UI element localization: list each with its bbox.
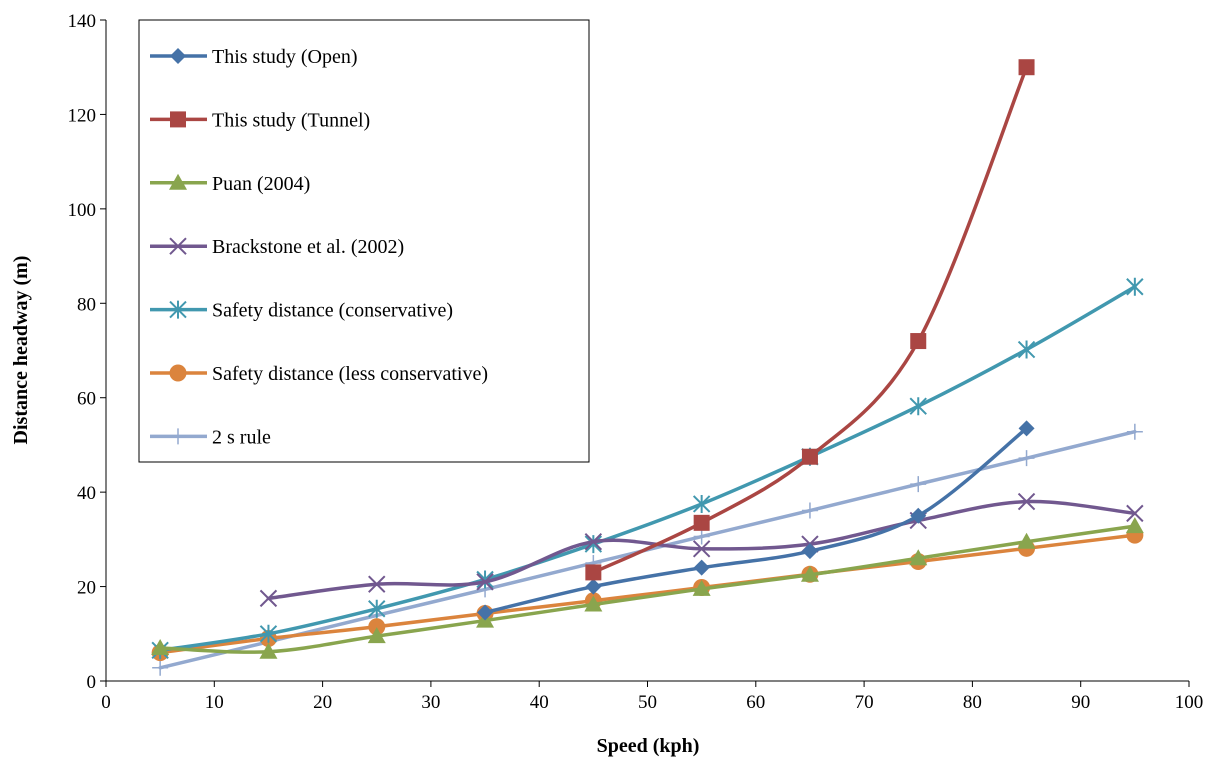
series-2-point xyxy=(585,564,602,581)
series-2-point xyxy=(1018,59,1035,76)
legend-swatch-marker xyxy=(169,173,187,190)
legend-item: This study (Tunnel) xyxy=(150,109,370,131)
x-tick-label: 70 xyxy=(855,692,874,713)
series-7-point xyxy=(910,476,927,493)
x-tick-label: 40 xyxy=(530,692,549,713)
series-5-point xyxy=(259,624,278,643)
series-6-point xyxy=(368,618,386,636)
legend-item: Safety distance (less conservative) xyxy=(150,363,488,385)
series-3-point xyxy=(692,579,711,596)
series-1 xyxy=(477,420,1035,621)
series-4-point xyxy=(692,540,711,558)
y-tick-label: 100 xyxy=(68,200,97,221)
series-5-point xyxy=(1017,340,1036,359)
x-axis-title: Speed (kph) xyxy=(597,735,700,757)
series-7-point xyxy=(152,659,169,676)
x-tick-label: 90 xyxy=(1071,692,1090,713)
y-tick-label: 40 xyxy=(77,483,96,504)
series-1-point xyxy=(585,578,602,595)
axes: 0 10 20 30 40 50 60 70 80 90 100 0 20 40 60 80 100 120 140 xyxy=(68,11,1204,713)
series-5-point xyxy=(909,397,927,416)
series-7-point xyxy=(693,528,710,545)
series-1-point xyxy=(910,507,927,524)
legend: This study (Open) This study (Tunnel) Puan… xyxy=(138,19,590,463)
series-2-point xyxy=(801,448,818,465)
y-tick-label: 0 xyxy=(87,672,97,693)
y-tick-label: 80 xyxy=(77,294,96,315)
series-4-point xyxy=(368,575,386,593)
y-axis-title: Distance headway (m) xyxy=(10,256,32,445)
series-7-point xyxy=(801,502,818,519)
x-tick-label: 100 xyxy=(1175,692,1204,713)
legend-swatch-marker xyxy=(170,111,186,128)
series-6-line xyxy=(158,533,1137,655)
legend-swatch-marker xyxy=(169,300,187,319)
series-3-point xyxy=(367,627,386,644)
series-7-point xyxy=(1018,450,1035,467)
legend-item: Puan (2004) xyxy=(150,173,310,195)
legend-box xyxy=(138,19,590,463)
series-3 xyxy=(151,517,1144,659)
series-1-point xyxy=(1018,420,1035,437)
legend-swatch-marker xyxy=(170,428,186,445)
legend-label: Brackstone et al. (2002) xyxy=(212,236,404,258)
series-layer xyxy=(151,59,1144,676)
legend-swatch-marker xyxy=(169,364,187,382)
series-4-point xyxy=(1126,504,1144,523)
series-4-point xyxy=(1017,492,1036,511)
series-1-line xyxy=(483,426,1029,615)
series-4-point xyxy=(476,573,494,591)
series-7-point xyxy=(1126,423,1143,440)
legend-swatch-marker xyxy=(169,237,187,255)
x-tick-label: 60 xyxy=(746,692,765,713)
series-3-point xyxy=(800,565,819,582)
x-tick-label: 50 xyxy=(638,692,657,713)
series-1-point xyxy=(801,543,818,560)
series-3-point xyxy=(584,595,603,612)
x-tick-label: 80 xyxy=(963,692,982,713)
series-5-point xyxy=(368,599,386,618)
y-tick-label: 120 xyxy=(68,105,97,126)
legend-item: Safety distance (conservative) xyxy=(150,300,453,322)
legend-swatch-marker xyxy=(170,48,186,64)
series-3-point xyxy=(909,549,928,566)
series-2 xyxy=(585,59,1035,581)
series-4-point xyxy=(259,589,278,608)
series-3-point xyxy=(1017,532,1036,549)
legend-item: This study (Open) xyxy=(150,46,358,68)
series-5-point xyxy=(584,535,603,554)
y-tick-label: 60 xyxy=(77,389,96,410)
series-3-point xyxy=(1125,517,1144,534)
legend-label: 2 s rule xyxy=(212,426,271,448)
legend-label: Safety distance (less conservative) xyxy=(212,363,488,385)
series-5-point xyxy=(1126,277,1144,296)
legend-label: Puan (2004) xyxy=(212,173,310,195)
x-tick-label: 0 xyxy=(101,692,111,713)
series-3-point xyxy=(151,638,170,655)
series-5-point xyxy=(692,494,711,513)
series-4-point xyxy=(584,533,603,551)
series-5-point xyxy=(476,570,494,589)
series-2-point xyxy=(910,333,927,350)
series-2-point xyxy=(693,514,710,531)
legend-item: Brackstone et al. (2002) xyxy=(150,236,404,258)
series-2-line xyxy=(591,65,1029,575)
x-tick-label: 20 xyxy=(313,692,332,713)
series-1-point xyxy=(693,559,710,576)
x-tick-label: 30 xyxy=(421,692,440,713)
y-tick-label: 20 xyxy=(77,578,96,599)
legend-label: This study (Tunnel) xyxy=(212,109,370,131)
series-3-line xyxy=(158,524,1137,654)
series-3-point xyxy=(259,642,278,659)
legend-label: Safety distance (conservative) xyxy=(212,300,453,322)
x-tick-label: 10 xyxy=(205,692,224,713)
series-5-line xyxy=(158,285,1137,653)
legend-item: 2 s rule xyxy=(150,426,271,448)
y-tick-label: 140 xyxy=(68,11,97,32)
legend-label: This study (Open) xyxy=(212,46,358,68)
series-1-point xyxy=(477,604,494,621)
